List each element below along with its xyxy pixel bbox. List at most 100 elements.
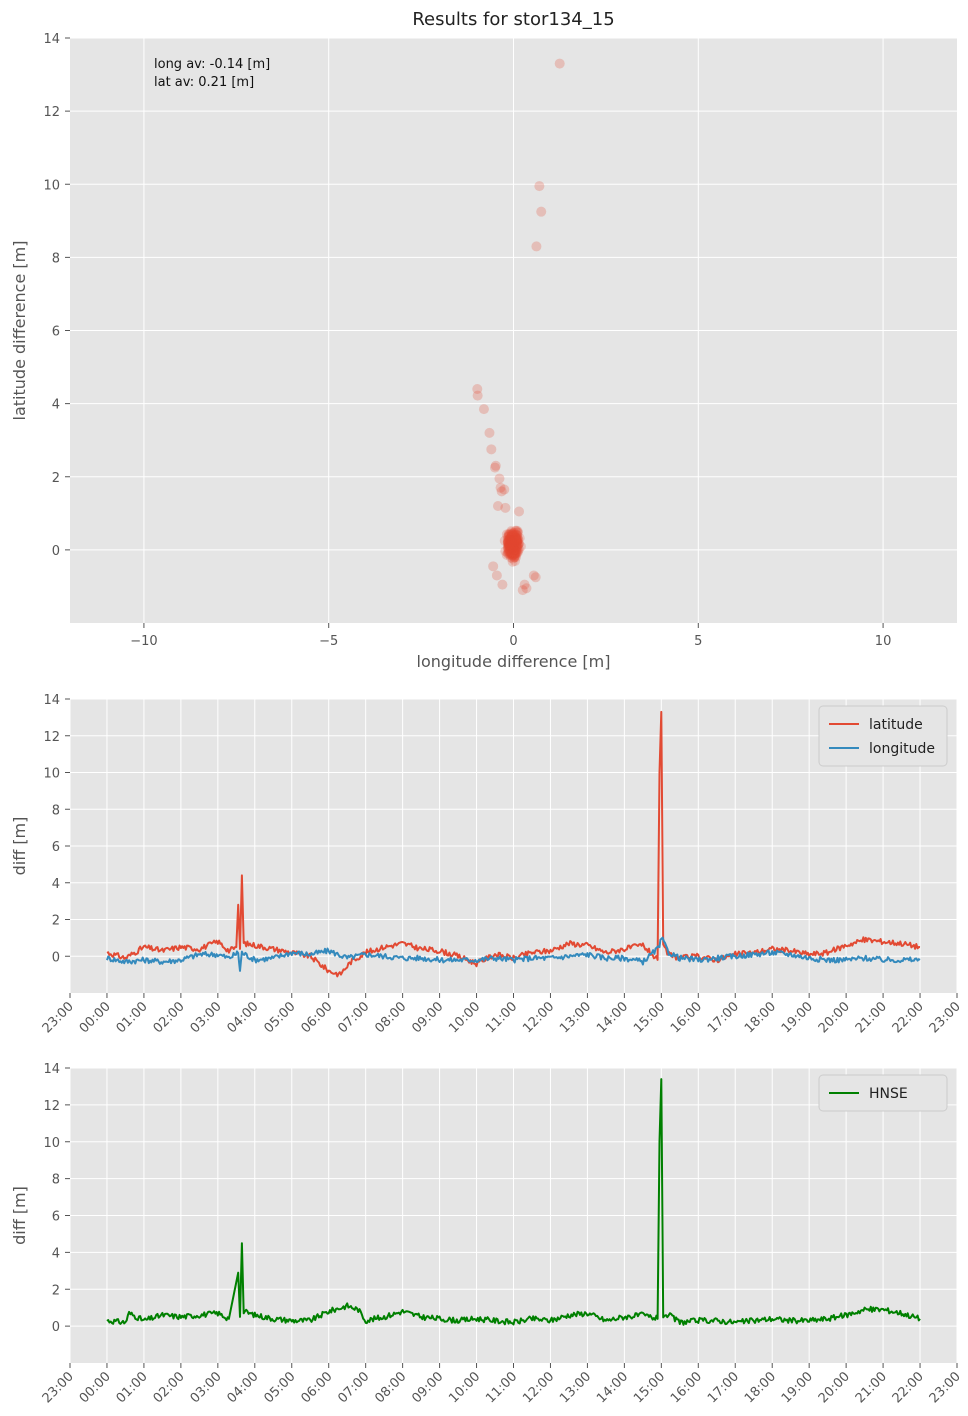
scatter-point [505,545,516,556]
scatter-point [519,579,530,590]
scatter-point [507,548,518,559]
scatter-point [488,561,499,572]
x-tick-label: 00:00 [77,1369,114,1406]
scatter-point [511,536,522,547]
scatter-point [505,538,516,549]
scatter-point [505,541,516,552]
scatter-point [508,543,519,554]
x-tick-label: 23:00 [927,999,964,1036]
scatter-point [514,506,525,517]
scatter-point [508,540,519,551]
x-tick-label: 11:00 [483,999,520,1036]
scatter-point [503,546,514,557]
scatter-point [503,531,514,542]
scatter-point [510,548,521,559]
scatter-point [506,537,517,548]
scatter-point [510,534,521,545]
hnse-timeseries-panel: 23:00 00:00 01:00 02:00 03:00 04:00 05:00 06:00… [10,1062,964,1406]
scatter-point [505,543,516,554]
scatter-point [506,538,517,549]
scatter-point [510,548,521,559]
scatter-point [508,544,519,555]
scatter-point [508,543,519,554]
x-tick-label: 16:00 [668,1369,705,1406]
scatter-point [507,533,518,544]
x-tick-label: −5 [319,634,338,649]
scatter-point [507,544,518,555]
scatter-point [506,540,517,551]
x-tick-label: 21:00 [853,999,890,1036]
scatter-point [504,549,515,560]
scatter-point [505,545,516,556]
scatter-point [504,529,515,540]
scatter-point [512,533,523,544]
scatter-point [504,539,515,550]
scatter-point [494,473,505,484]
scatter-point [502,531,513,542]
x-tick-label: 22:00 [890,999,927,1036]
scatter-point [507,548,518,559]
scatter-point [472,390,483,401]
scatter-point [507,535,518,546]
scatter-point [508,547,519,558]
scatter-point [501,549,512,560]
scatter-point [508,528,519,539]
scatter-point [517,585,528,596]
scatter-point [511,534,522,545]
x-tick-label: 21:00 [853,1369,890,1406]
scatter-point [500,546,511,557]
scatter-point [507,536,518,547]
scatter-point [507,539,518,550]
scatter-point [502,535,513,546]
scatter-point [506,527,517,538]
scatter-point [511,536,522,547]
scatter-point [511,529,522,540]
y-tick-label: 0 [52,950,60,965]
scatter-point [505,544,516,555]
legend-box [818,1074,948,1112]
scatter-point [508,548,519,559]
scatter-point [502,537,513,548]
x-tick-label: 10 [875,634,892,649]
scatter-point [506,536,517,547]
scatter-point [505,539,516,550]
x-tick-label: 13:00 [557,999,594,1036]
scatter-point [508,534,519,545]
scatter-point [503,540,514,551]
scatter-point [510,540,521,551]
y-tick-label: 12 [43,730,60,745]
y-tick-label: 14 [43,693,60,708]
x-tick-label: 09:00 [409,999,446,1036]
scatter-point [507,539,518,550]
scatter-point [509,536,520,547]
legend-box [818,705,948,767]
scatter-point [507,536,518,547]
scatter-point [505,540,516,551]
scatter-point [513,534,524,545]
scatter-point [504,535,515,546]
scatter-point [506,532,517,543]
scatter-point [486,444,497,455]
scatter-point [512,537,523,548]
scatter-point [507,531,518,542]
scatter-point [507,537,518,548]
scatter-point [504,540,515,551]
y-tick-label: 0 [52,1320,60,1335]
scatter-point [506,535,517,546]
scatter-point [504,535,515,546]
y-tick-label: 6 [52,1210,60,1225]
x-tick-label: 07:00 [335,1369,372,1406]
scatter-point [507,531,518,542]
lat-long-timeseries-panel: 23:00 00:00 01:00 02:00 03:00 04:00 05:00 06:00… [10,693,964,1036]
scatter-point [507,537,518,548]
y-tick-label: 8 [52,803,60,818]
series-line-latitude [106,710,921,978]
scatter-point [512,540,523,551]
scatter-point [500,502,511,513]
scatter-point [509,540,520,551]
scatter-point [506,541,517,552]
scatter-point [510,535,521,546]
y-tick-label: 12 [43,1099,60,1114]
scatter-point [506,535,517,546]
x-tick-label: 12:00 [520,1369,557,1406]
